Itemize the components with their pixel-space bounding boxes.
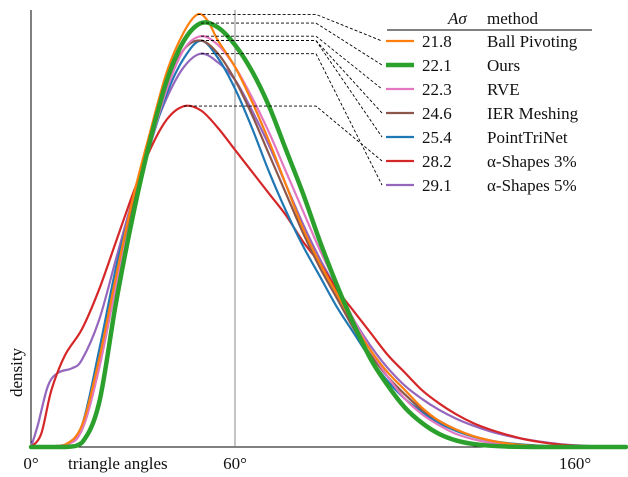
legend-leader-line [201,40,383,138]
y-axis-label: density [7,347,26,397]
legend-metric: 22.3 [422,80,452,99]
legend-method-name: Ball Pivoting [487,32,578,51]
x-tick-label: 60° [223,454,247,473]
legend: Aσ method 21.8 Ball Pivoting 22.1 Ours 22.3 R… [386,9,592,195]
legend-metric: 29.1 [422,176,452,195]
legend-method-name: α-Shapes 3% [487,152,577,171]
x-tick-labels: 0° 60° 160° [23,454,591,473]
legend-method-name: PointTriNet [487,128,568,147]
legend-leader-line [197,13,383,42]
x-tick-label: 0° [23,454,38,473]
legend-metric: 24.6 [422,104,452,123]
legend-leader-lines [184,13,383,186]
legend-method-name: Ours [487,56,520,75]
legend-rows: 21.8 Ball Pivoting 22.1 Ours 22.3 RVE 24.6 IER … [386,32,579,195]
legend-leader-line [184,105,383,162]
legend-metric: 21.8 [422,32,452,51]
legend-method-name: IER Meshing [487,104,579,123]
legend-header-metric: Aσ [447,9,467,28]
legend-method-name: α-Shapes 5% [487,176,577,195]
legend-method-name: RVE [487,80,520,99]
legend-metric: 28.2 [422,152,452,171]
x-tick-label: 160° [559,454,591,473]
series-line-ours [28,20,628,450]
legend-metric: 22.1 [422,56,452,75]
legend-metric: 25.4 [422,128,452,147]
series-line-ball-pivoting [29,12,628,449]
legend-leader-line [201,53,383,186]
legend-leader-line [201,22,383,66]
x-axis-label: triangle angles [68,454,168,473]
series-curves [28,12,628,450]
legend-leader-line [201,35,383,90]
legend-header-method: method [487,9,538,28]
